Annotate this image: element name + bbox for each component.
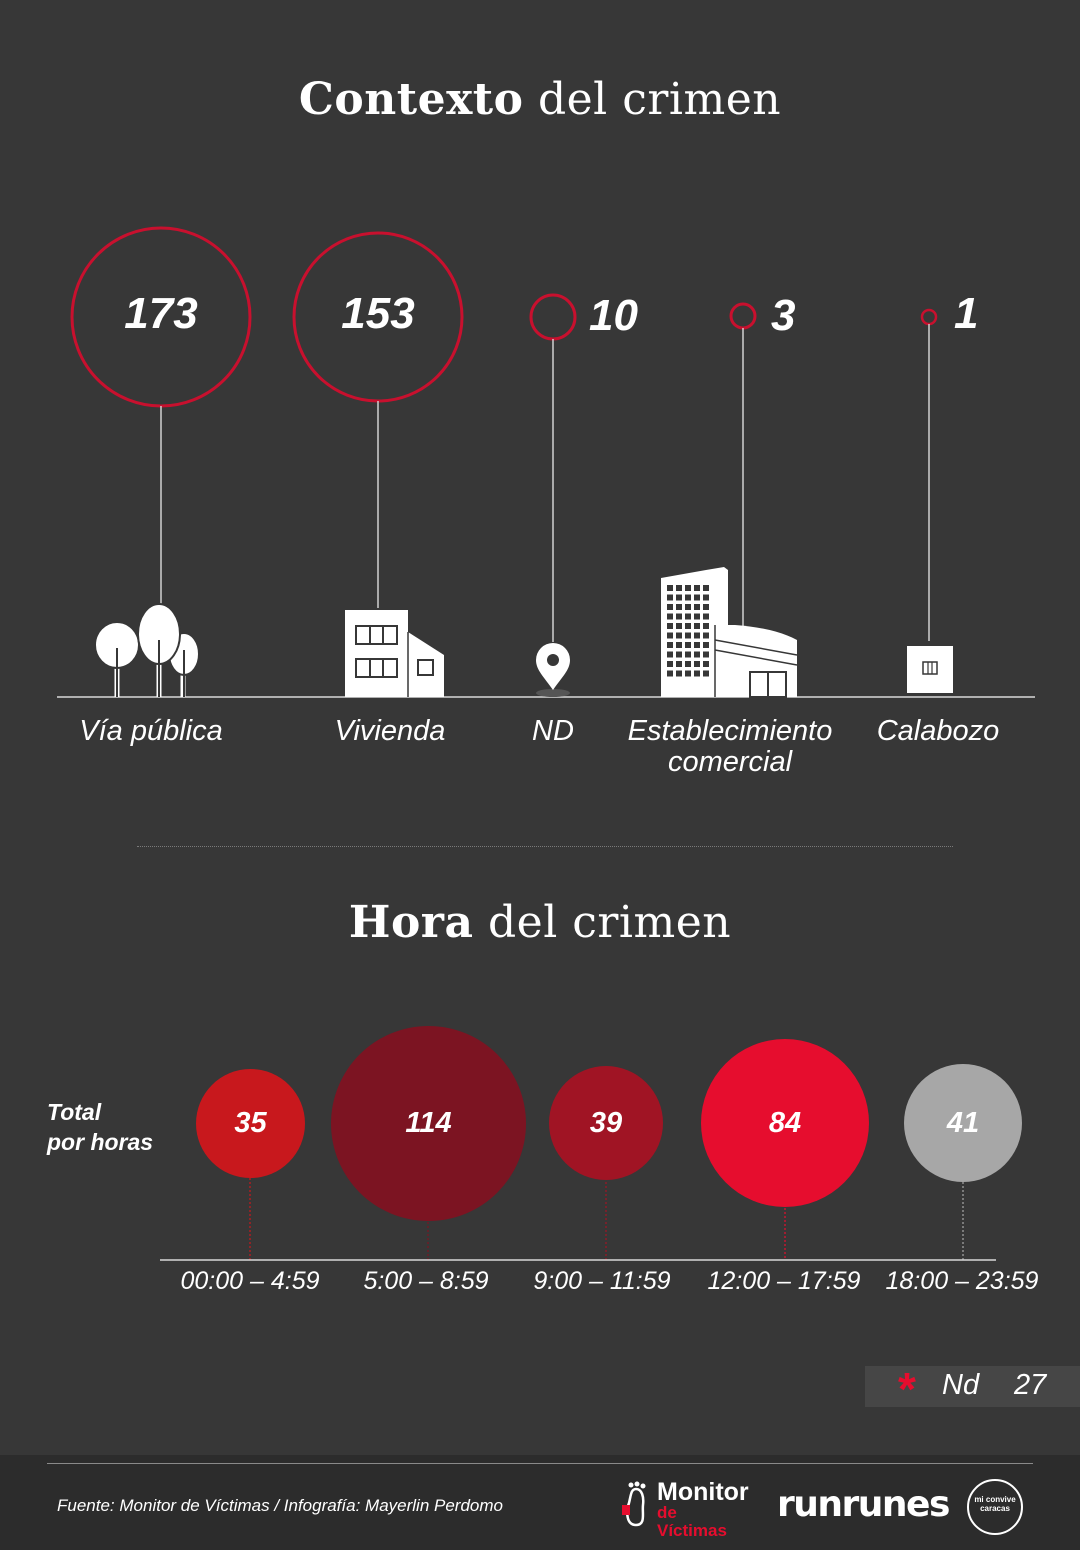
hour-range-2: 9:00 – 11:59	[533, 1267, 671, 1295]
label-calabozo: Calabozo	[876, 715, 1000, 747]
monitor-de-victimas-logo: Monitor de Víctimas	[620, 1479, 750, 1540]
value-calabozo: 1	[954, 289, 979, 338]
commercial-building-icon	[661, 567, 798, 698]
asterisk-icon: *	[898, 1363, 916, 1415]
hour-bubble-3: 84	[701, 1039, 869, 1207]
section-divider	[137, 846, 953, 847]
footer-divider	[47, 1463, 1033, 1464]
value-comercial: 3	[771, 291, 796, 340]
nd-value: 27	[1014, 1369, 1047, 1401]
hour-range-1: 5:00 – 8:59	[363, 1267, 489, 1295]
map-pin-icon	[536, 643, 570, 697]
hour-bubble-0: 35	[196, 1069, 305, 1178]
trees-icon	[94, 603, 200, 697]
bubble-calabozo	[920, 308, 938, 326]
footer-source: Fuente: Monitor de Víctimas / Infografía…	[57, 1496, 503, 1515]
bubble-nd	[529, 293, 577, 341]
hour-range-3: 12:00 – 17:59	[707, 1267, 861, 1295]
total-por-horas-label: Total por horas	[47, 1099, 154, 1155]
hour-range-4: 18:00 – 23:59	[885, 1267, 1039, 1295]
hour-range-0: 00:00 – 4:59	[180, 1267, 320, 1295]
value-vivienda: 153	[341, 289, 415, 338]
label-vivienda: Vivienda	[334, 715, 446, 747]
value-nd: 10	[589, 291, 638, 340]
value-via-publica: 173	[124, 289, 198, 338]
footprint-icon	[622, 1481, 646, 1527]
hour-bubble-1: 114	[331, 1026, 526, 1221]
context-title: Contexto del crimen	[298, 74, 782, 125]
mi-convive-logo: mi convive caracas	[967, 1479, 1023, 1535]
jail-cell-icon	[907, 646, 953, 693]
hour-bubble-4: 41	[904, 1064, 1022, 1182]
nd-label: Nd	[942, 1369, 980, 1401]
context-graphic	[57, 226, 1035, 698]
label-via-publica: Vía pública	[79, 715, 223, 747]
hours-connectors	[160, 1178, 996, 1261]
label-comercial: Establecimiento comercial	[627, 715, 833, 778]
bubble-comercial	[729, 302, 757, 330]
runrunes-logo: runrunes	[777, 1484, 950, 1525]
hours-title: Hora del crimen	[348, 897, 732, 948]
hour-bubble-2: 39	[549, 1066, 663, 1180]
label-nd: ND	[532, 715, 574, 747]
nd-box: * Nd 27	[865, 1364, 1080, 1414]
house-icon	[345, 610, 444, 697]
footer: Fuente: Monitor de Víctimas / Infografía…	[0, 1455, 1080, 1550]
